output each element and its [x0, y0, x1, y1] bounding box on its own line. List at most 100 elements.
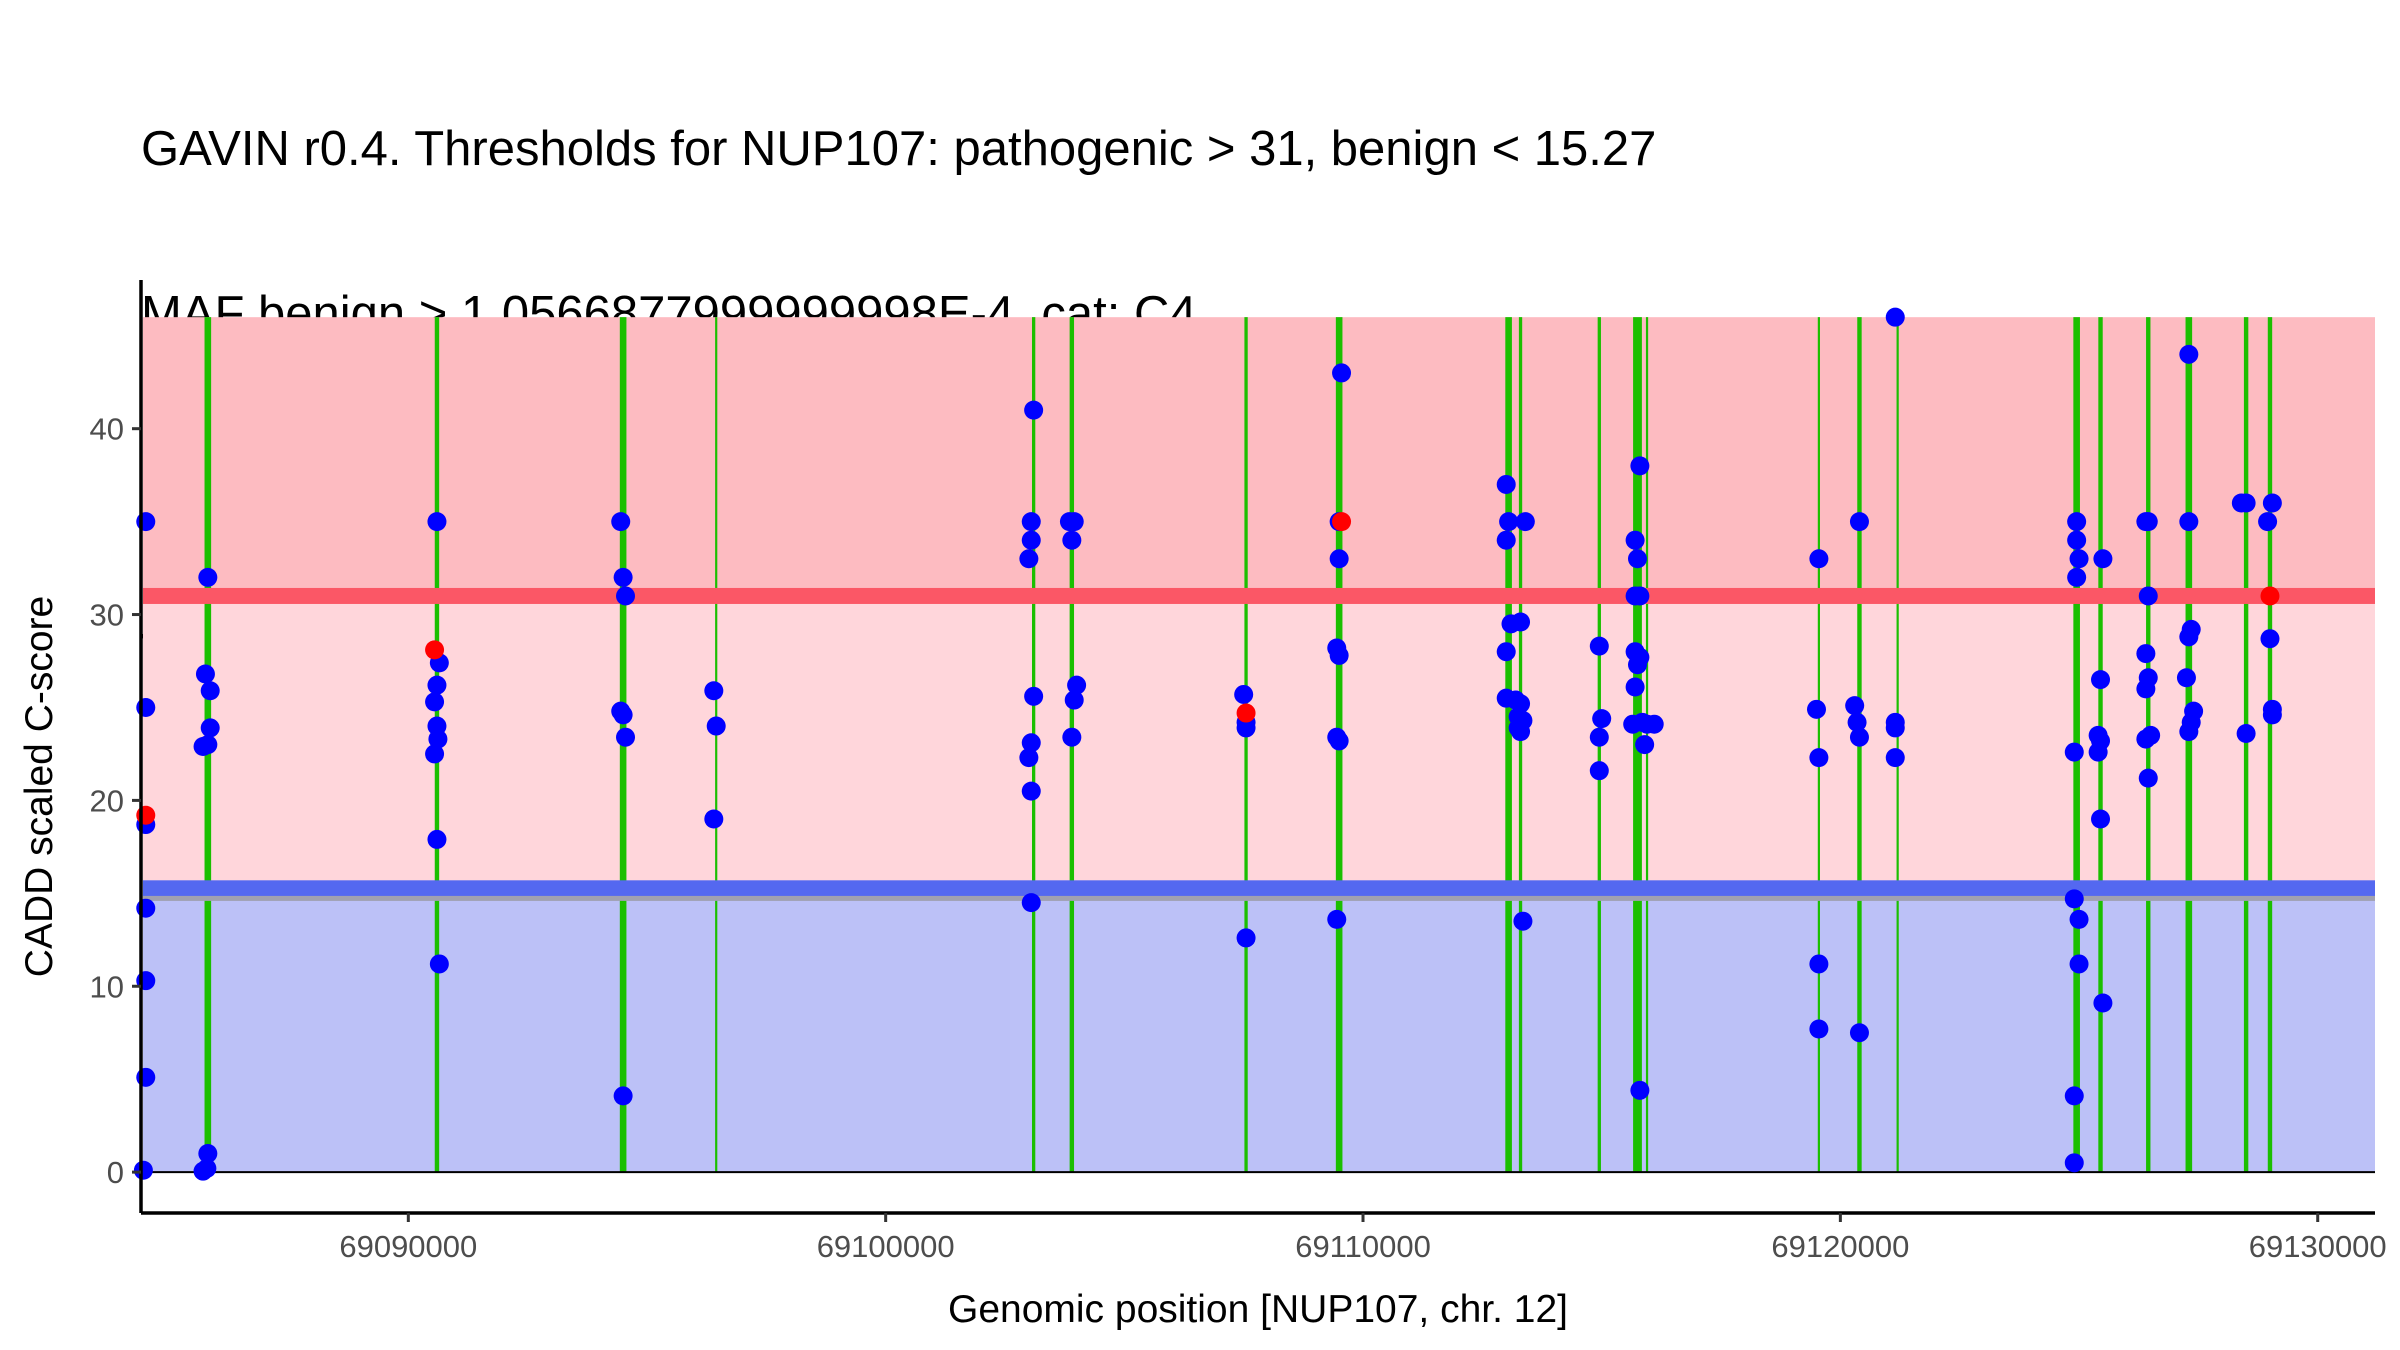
gnomad-point — [1067, 675, 1087, 695]
gnomad-point — [1885, 748, 1905, 768]
gnomad-point — [1625, 677, 1645, 697]
gnomad-point — [1062, 530, 1082, 550]
gnomad-point — [1592, 709, 1612, 729]
threshold-bands — [143, 317, 2375, 1173]
gnomad-point — [2064, 1153, 2084, 1173]
gnomad-point — [1496, 530, 1516, 550]
gnomad-point — [1329, 645, 1349, 665]
gnomad-point — [195, 664, 215, 684]
gnomad-point — [1327, 909, 1347, 929]
y-tick-label: 40 — [90, 412, 124, 447]
gnomad-point — [133, 1160, 153, 1180]
gnomad-point — [425, 744, 445, 764]
gnomad-point — [198, 567, 218, 587]
gnomad-point — [2069, 909, 2089, 929]
gnomad-point — [427, 829, 447, 849]
gnomad-point — [1024, 400, 1044, 420]
gnomad-point — [704, 809, 724, 829]
gnomad-point — [1630, 1080, 1650, 1100]
gnomad-point — [1809, 954, 1829, 974]
gnomad-point — [136, 512, 156, 532]
gnomad-point — [2179, 512, 2199, 532]
y-tick-label: 20 — [90, 783, 124, 818]
gnomad-point — [1511, 612, 1531, 632]
x-tick-label: 69090000 — [339, 1229, 477, 1264]
gnomad-point — [2064, 742, 2084, 762]
gnomad-point — [1589, 761, 1609, 781]
gnomad-point — [1019, 549, 1039, 569]
gnomad-point — [2262, 493, 2282, 513]
gnomad-point — [1630, 586, 1650, 606]
fallback-threshold-line — [143, 895, 2375, 901]
clinvar-point — [425, 640, 445, 660]
gnomad-point — [616, 727, 636, 747]
gnomad-point — [2236, 723, 2256, 743]
gnomad-point — [1849, 1023, 1869, 1043]
gnomad-point — [2136, 729, 2156, 749]
y-axis-title: CADD scaled C-score — [18, 596, 61, 977]
gnomad-point — [613, 1086, 633, 1106]
gnomad-point — [2179, 344, 2199, 364]
gnomad-point — [2069, 549, 2089, 569]
gnomad-point — [200, 681, 220, 701]
y-tick-label: 30 — [90, 598, 124, 633]
gnomad-point — [704, 681, 724, 701]
gnomad-point — [613, 567, 633, 587]
gnomad-point — [2093, 993, 2113, 1013]
gnomad-point — [1809, 1019, 1829, 1039]
gnomad-point — [1234, 684, 1254, 704]
gnomad-point — [1809, 549, 1829, 569]
gnomad-point — [2262, 705, 2282, 725]
gnomad-point — [1021, 781, 1041, 801]
gnomad-point — [1332, 363, 1352, 383]
pathogenic-region — [143, 317, 2375, 596]
gnomad-point — [2088, 742, 2108, 762]
x-tick-label: 69120000 — [1771, 1229, 1909, 1264]
gnomad-point — [1064, 512, 1084, 532]
y-tick-label: 10 — [90, 969, 124, 1004]
x-axis-title: Genomic position [NUP107, chr. 12] — [948, 1288, 1568, 1331]
gnomad-point — [429, 954, 449, 974]
gnomad-point — [1024, 686, 1044, 706]
gnomad-point — [1849, 727, 1869, 747]
gnomad-point — [200, 718, 220, 738]
gnomad-point — [428, 729, 448, 749]
gnomad-point — [1807, 699, 1826, 719]
gnomad-point — [2260, 629, 2280, 649]
gnomad-point — [2258, 512, 2278, 532]
gnomad-point — [1499, 512, 1519, 532]
gnomad-point — [2236, 493, 2256, 513]
gnomad-point — [2091, 670, 2111, 690]
gnomad-point — [2176, 668, 2196, 688]
gnomad-point — [198, 1144, 218, 1164]
pathogenic-threshold-line — [143, 587, 2375, 604]
gnomad-point — [1513, 911, 1533, 931]
gnomad-point — [1064, 690, 1084, 710]
gnomad-point — [1627, 655, 1647, 675]
gnomad-point — [2138, 586, 2158, 606]
gnomad-point — [2091, 809, 2111, 829]
gnomad-point — [2067, 512, 2087, 532]
clinvar-point — [136, 805, 156, 825]
gnomad-point — [1496, 642, 1516, 662]
benign-region — [143, 888, 2375, 1173]
gnomad-point — [613, 705, 633, 725]
gnomad-point — [1847, 712, 1867, 732]
gnomad-point — [1329, 731, 1349, 751]
clinvar-point — [1332, 512, 1352, 532]
x-tick-label: 69130000 — [2249, 1229, 2387, 1264]
gnomad-point — [193, 737, 213, 756]
gnomad-point — [1021, 512, 1041, 532]
uncertain-region — [143, 595, 2375, 889]
gnomad-point — [1236, 718, 1256, 738]
gnomad-point — [136, 697, 156, 717]
gnomad-point — [2067, 567, 2087, 587]
gnomad-point — [1236, 928, 1256, 948]
x-tick-label: 69110000 — [1295, 1229, 1431, 1264]
gnomad-point — [2138, 768, 2158, 788]
gnomad-point — [425, 692, 445, 712]
gnomad-point — [1515, 512, 1535, 532]
gnomad-point — [2064, 1086, 2084, 1106]
title-line-1: GAVIN r0.4. Thresholds for NUP107: patho… — [141, 122, 1657, 176]
gnomad-point — [2179, 722, 2199, 742]
